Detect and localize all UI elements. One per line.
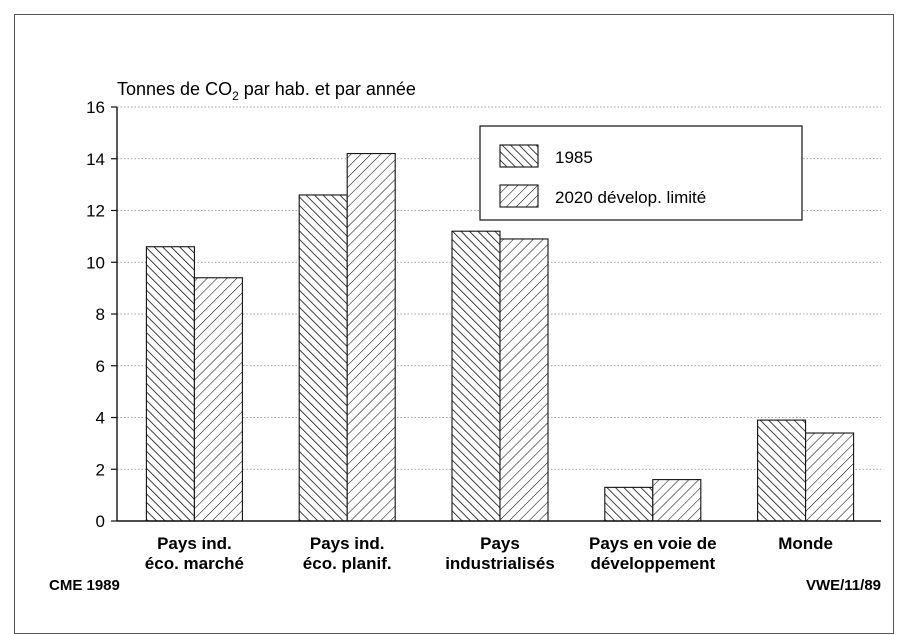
- bar-2-0: [451, 230, 501, 522]
- x-category-label-1-0: Pays ind.: [310, 534, 385, 553]
- bar-1-1: [346, 153, 396, 522]
- y-tick-label-7: 14: [86, 150, 105, 169]
- x-category-label-4-0: Monde: [778, 534, 833, 553]
- y-tick-label-4: 8: [96, 305, 105, 324]
- legend-label-1: 2020 dévelop. limité: [555, 188, 706, 207]
- bar-3-0: [604, 486, 654, 522]
- y-tick-label-1: 2: [96, 460, 105, 479]
- bar-2-1: [499, 238, 549, 522]
- source-credit: CME 1989: [49, 577, 120, 594]
- y-tick-labels: 0 2 4 6 8 10 12 14 16: [86, 98, 105, 531]
- y-tick-label-3: 6: [96, 357, 105, 376]
- x-category-label-3-0: Pays en voie de: [589, 534, 717, 553]
- y-tick-label-2: 4: [96, 409, 105, 428]
- y-tick-label-0: 0: [96, 512, 105, 531]
- legend: 1985 2020 dévelop. limité: [479, 125, 803, 221]
- x-category-label-0-0: Pays ind.: [157, 534, 232, 553]
- x-category-label-2-0: Pays: [480, 534, 520, 553]
- y-tick-label-8: 16: [86, 98, 105, 117]
- chart-frame: [14, 14, 894, 634]
- bar-3-1: [652, 479, 702, 522]
- x-category-label-3-1: développement: [590, 554, 715, 573]
- x-category-label-1-1: éco. planif.: [303, 554, 392, 573]
- bar-0-0: [145, 246, 195, 522]
- x-category-label-0-1: éco. marché: [145, 554, 244, 573]
- y-tick-label-6: 12: [86, 202, 105, 221]
- legend-swatch-1: [499, 184, 539, 208]
- legend-label-0: 1985: [555, 148, 593, 167]
- bar-4-0: [757, 419, 807, 522]
- author-credit: VWE/11/89: [806, 577, 881, 594]
- x-category-label-2-1: industrialisés: [445, 554, 555, 573]
- y-tick-label-5: 10: [86, 253, 105, 272]
- bar-4-1: [805, 432, 855, 522]
- legend-swatch-0: [499, 144, 539, 168]
- bars: [145, 153, 855, 522]
- bar-0-1: [193, 277, 243, 522]
- axes: [111, 106, 881, 522]
- chart-title: Tonnes de CO2 par hab. et par année: [117, 79, 416, 103]
- bar-1-0: [298, 194, 348, 522]
